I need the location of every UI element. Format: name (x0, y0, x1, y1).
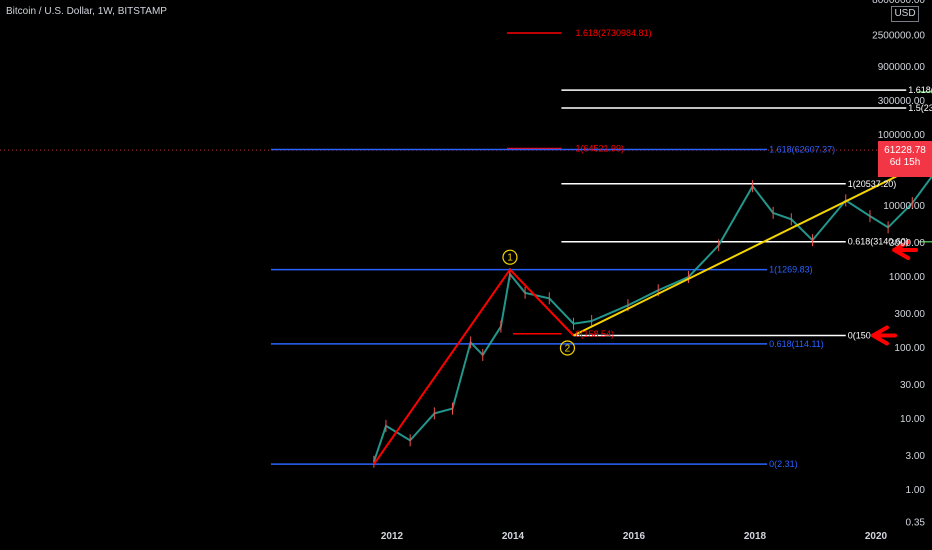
y-tick-label: 1000.00 (889, 272, 926, 283)
y-tick-label: 3.00 (906, 451, 926, 462)
y-tick-label: 10.00 (900, 414, 925, 425)
x-tick-label: 2016 (623, 531, 646, 542)
fib-level-label: 0(150 (848, 330, 871, 340)
fib-level-label: 0(2.31) (769, 459, 798, 469)
y-tick-label: 8000000.00 (872, 0, 925, 6)
y-tick-label: 100000.00 (878, 130, 926, 141)
last-price-value: 61228.78 (884, 145, 926, 156)
y-tick-label: 100.00 (894, 343, 925, 354)
y-tick-label: 300.00 (894, 309, 925, 320)
wave-line (573, 157, 932, 337)
red-arrow-icon (870, 325, 897, 346)
wave-line (373, 269, 511, 465)
currency-badge[interactable]: USD (891, 6, 919, 22)
x-tick-label: 2012 (381, 531, 404, 542)
red-arrow-icon (892, 240, 919, 261)
fib-level-label: 1(64521.99) (576, 144, 625, 154)
y-tick-label: 3000.00 (889, 238, 926, 249)
fib-level-label: 1.618(428453.82) (908, 85, 932, 95)
last-price-tag: 61228.78 6d 15h (878, 141, 932, 177)
y-tick-label: 0.35 (906, 517, 926, 528)
x-tick-label: 2020 (865, 531, 888, 542)
y-tick-label: 1.00 (906, 485, 926, 496)
y-tick-label: 2500000.00 (872, 31, 925, 42)
wave-line (509, 268, 575, 337)
wave-label-circle (502, 249, 518, 265)
fib-level-label: 1.5(239876.04) (908, 103, 932, 113)
symbol-title: Bitcoin / U.S. Dollar, 1W, BITSTAMP (6, 6, 167, 17)
price-series-line (372, 174, 932, 463)
y-tick-label: 900000.00 (878, 62, 926, 73)
fib-level-label: 0(158.54) (576, 329, 615, 339)
y-tick-label: 300000.00 (878, 96, 926, 107)
x-tick-label: 2018 (744, 531, 767, 542)
y-tick-label: 30.00 (900, 380, 925, 391)
fib-level-label: 0.618(114.11) (769, 339, 824, 349)
fib-level-label: 1(1269.83) (769, 265, 813, 275)
fib-level-label: 1.618(62607.37) (769, 144, 835, 154)
fib-level-label: 1(20537.20) (848, 179, 897, 189)
x-tick-label: 2014 (502, 531, 525, 542)
bar-countdown: 6d 15h (889, 157, 921, 168)
wave-label: 2 (565, 344, 571, 355)
wave-label-circle (559, 340, 576, 356)
fib-level-label: 1.618(2730984.81) (576, 28, 652, 38)
y-tick-label: 10000.00 (883, 201, 925, 212)
fib-level-label: 0.618(3140.60) (848, 237, 909, 247)
wave-label: 1 (507, 253, 513, 264)
